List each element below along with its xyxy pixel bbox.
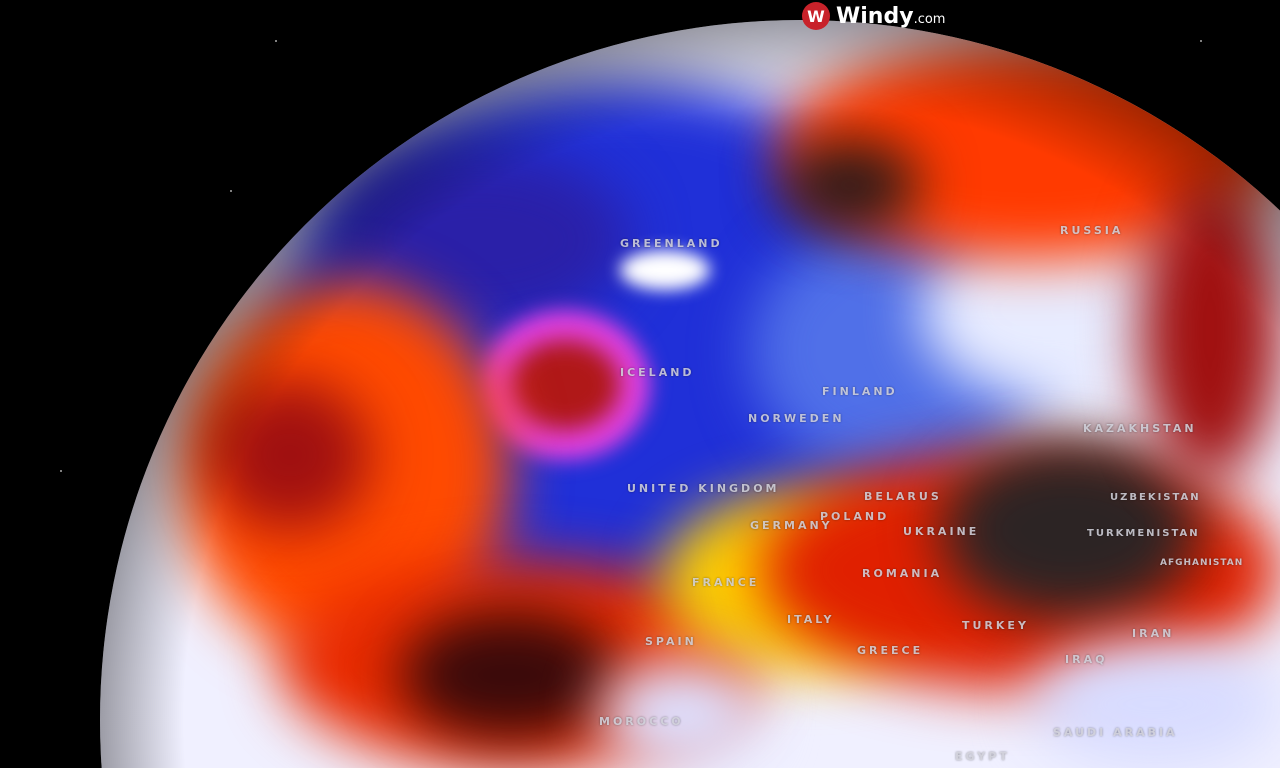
label-turkey: TURKEY: [962, 619, 1029, 632]
star: [230, 190, 232, 192]
hot-anomaly-siberia: [1140, 180, 1280, 480]
star: [60, 470, 62, 472]
label-greece: GREECE: [857, 644, 924, 657]
label-ukraine: UKRAINE: [903, 525, 980, 538]
label-norweden: NORWEDEN: [748, 412, 845, 425]
star: [275, 40, 277, 42]
label-poland: POLAND: [820, 510, 890, 523]
neutral-north-africa: [600, 660, 760, 768]
brand-name: Windy: [836, 3, 914, 29]
label-turkmenistan: TURKMENISTAN: [1087, 528, 1200, 539]
label-uzbekistan: UZBEKISTAN: [1110, 492, 1201, 503]
brand-domain: .com: [913, 11, 946, 27]
extreme-anomaly-arctic: [780, 140, 920, 230]
label-russia: RUSSIA: [1060, 224, 1124, 237]
label-iceland: ICELAND: [620, 366, 695, 379]
label-iran: IRAN: [1132, 627, 1175, 640]
label-belarus: BELARUS: [864, 490, 942, 503]
label-kazakhstan: KAZAKHSTAN: [1083, 422, 1197, 435]
star: [1200, 40, 1202, 42]
label-morocco: MOROCCO: [599, 715, 684, 728]
label-france: FRANCE: [692, 576, 760, 589]
label-romania: ROMANIA: [862, 567, 943, 580]
label-egypt: EGYPT: [955, 750, 1010, 763]
label-germany: GERMANY: [750, 519, 833, 532]
label-spain: SPAIN: [645, 635, 697, 648]
extreme-anomaly-subtropical-atlantic: [400, 610, 620, 740]
label-united-kingdom: UNITED KINGDOM: [627, 482, 780, 495]
label-saudi-arabia: SAUDI ARABIA: [1053, 726, 1178, 739]
label-greenland: GREENLAND: [620, 237, 723, 250]
label-finland: FINLAND: [822, 385, 898, 398]
cyclone-core: [510, 340, 620, 430]
neutral-arabia: [1030, 640, 1280, 768]
windy-logo[interactable]: W Windy.com: [802, 2, 945, 30]
greenland-ice: [620, 250, 710, 290]
windy-logo-icon: W: [802, 2, 830, 30]
label-iraq: IRAQ: [1065, 653, 1108, 666]
label-italy: ITALY: [787, 613, 835, 626]
hot-anomaly-west-atlantic: [210, 380, 370, 530]
extreme-anomaly-black-sea: [940, 440, 1200, 620]
label-afghanistan: AFGHANISTAN: [1160, 558, 1244, 568]
